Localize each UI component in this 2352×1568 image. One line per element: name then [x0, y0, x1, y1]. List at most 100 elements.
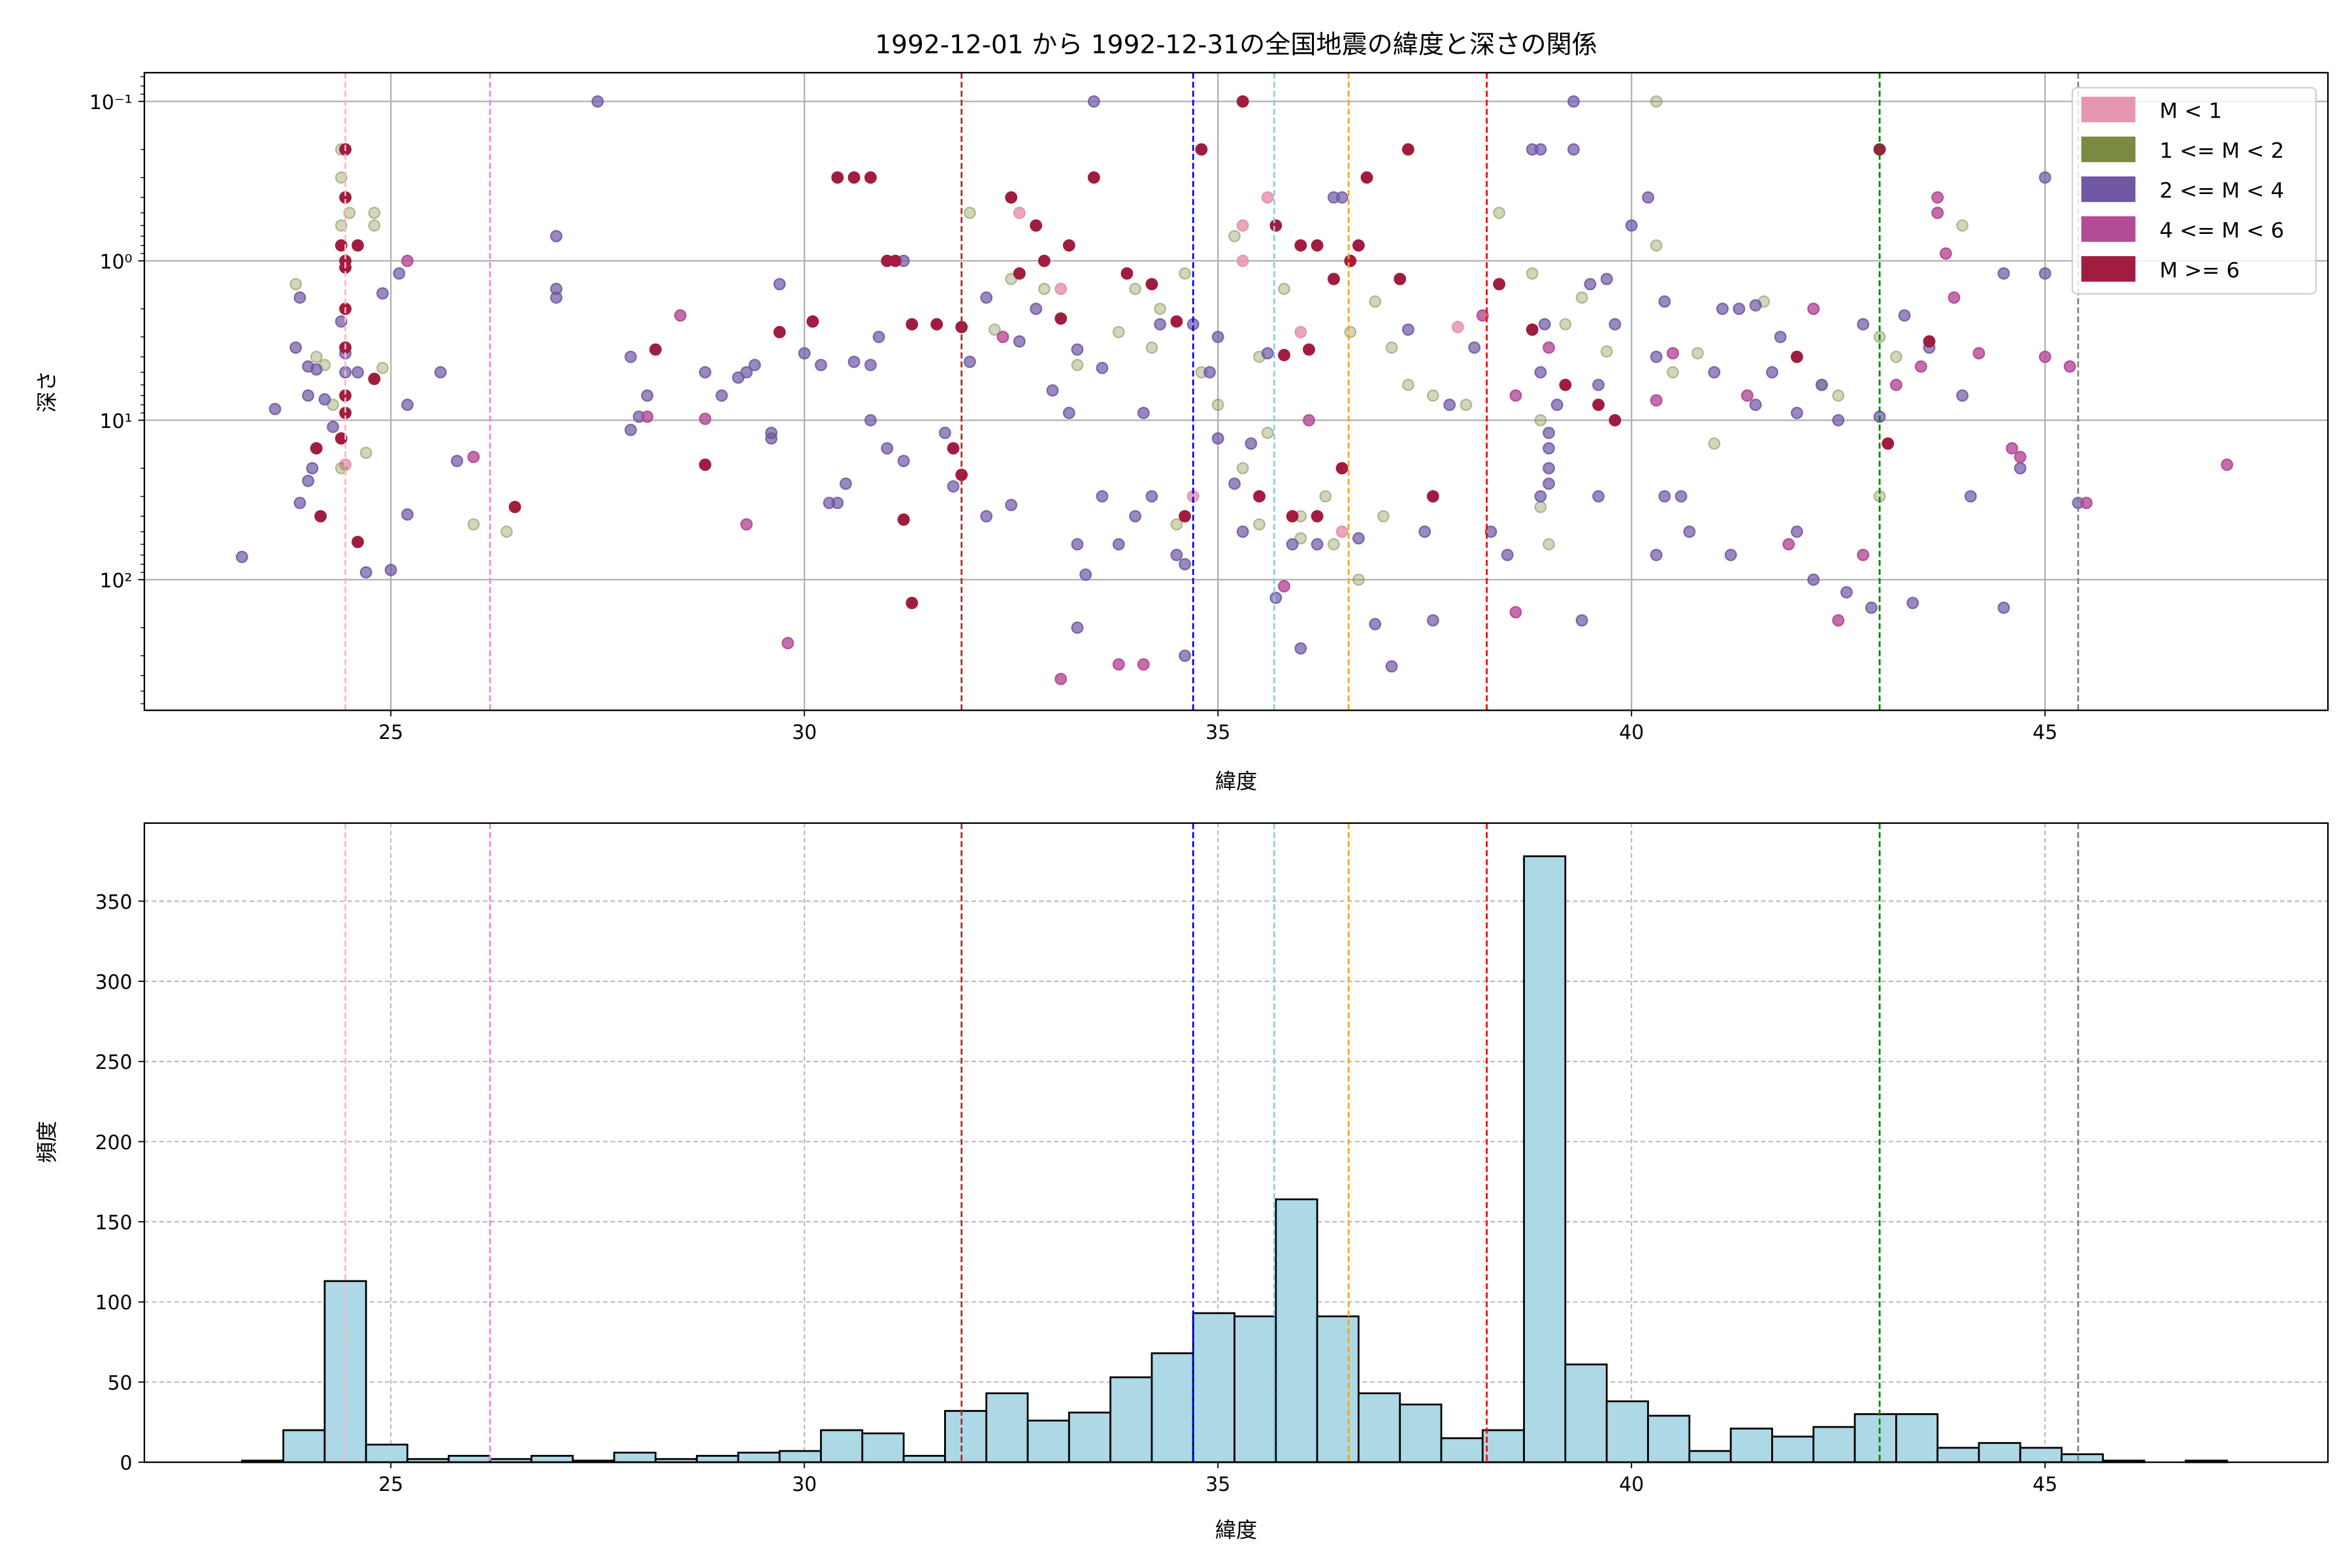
- scatter-point: [1426, 389, 1439, 402]
- legend-item: 2 <= M < 4: [2081, 176, 2284, 203]
- scatter-point: [1538, 318, 1551, 331]
- scatter-point: [1609, 318, 1622, 331]
- histogram-bar: [1440, 1437, 1484, 1463]
- scatter-point: [1931, 191, 1944, 204]
- scatter-point: [1294, 325, 1307, 338]
- histogram-bar: [1564, 1364, 1608, 1463]
- scatter-point: [1030, 302, 1043, 316]
- scatter-point: [641, 389, 654, 402]
- scatter-point: [1724, 549, 1737, 561]
- histogram-bar: [861, 1432, 905, 1463]
- scatter-point: [1360, 171, 1373, 184]
- scatter-point: [359, 446, 372, 459]
- scatter-point: [906, 318, 919, 331]
- scatter-point: [1543, 477, 1556, 490]
- scatter-point: [2006, 442, 2019, 455]
- scatter-point: [1129, 282, 1142, 295]
- scatter-point: [897, 455, 910, 467]
- scatter-point: [1575, 614, 1588, 627]
- histogram-bar: [1605, 1400, 1649, 1463]
- scatter-point: [1096, 490, 1109, 503]
- legend-swatch: [2081, 137, 2136, 163]
- scatter-point: [1054, 312, 1068, 325]
- scatter-point: [318, 393, 331, 406]
- scatter-point: [1650, 95, 1663, 108]
- histogram-bar: [1688, 1450, 1732, 1463]
- histogram-bar: [1233, 1315, 1277, 1463]
- scatter-point: [1509, 389, 1522, 402]
- scatter-point: [1939, 247, 1952, 260]
- scatter-point: [1352, 532, 1365, 545]
- histogram-bar: [820, 1429, 864, 1463]
- scatter-point: [1328, 272, 1340, 286]
- scatter-point: [1857, 318, 1870, 331]
- scatter-point: [1170, 315, 1183, 328]
- scatter-point: [847, 171, 860, 184]
- scatter-point: [1278, 349, 1290, 361]
- scatter-point: [1790, 406, 1803, 419]
- scatter-point: [1236, 254, 1249, 267]
- scatter-point: [1592, 378, 1605, 391]
- scatter-point: [1211, 399, 1224, 412]
- scatter-point: [897, 513, 910, 526]
- scatter-point: [1013, 335, 1026, 348]
- scatter-point: [1906, 596, 1919, 610]
- scatter-point: [1914, 360, 1927, 373]
- scatter-point: [889, 254, 902, 267]
- scatter-point: [864, 171, 877, 184]
- scatter-point: [1394, 272, 1407, 286]
- scatter-point: [1815, 378, 1828, 391]
- scatter-point: [1782, 538, 1795, 551]
- scatter-point: [1534, 414, 1547, 427]
- scatter-point: [1294, 642, 1307, 655]
- scatter-point: [1005, 272, 1018, 286]
- scatter-point: [1534, 143, 1547, 156]
- legend-label: 1 <= M < 2: [2159, 138, 2284, 163]
- scatter-point: [1062, 406, 1075, 419]
- scatter-point: [1807, 573, 1820, 586]
- scatter-point: [831, 497, 844, 510]
- scatter-point: [1236, 219, 1249, 232]
- scatter-point: [1493, 206, 1506, 220]
- histogram-bar: [1812, 1426, 1856, 1463]
- scatter-point: [1460, 399, 1473, 412]
- scatter-point: [1030, 219, 1043, 232]
- scatter-point: [1543, 341, 1556, 354]
- histogram-y-tick-label: 200: [95, 1132, 132, 1154]
- scatter-point: [1691, 347, 1704, 360]
- scatter-point: [1658, 490, 1671, 503]
- histogram-x-tick-label: 25: [378, 1473, 403, 1496]
- scatter-point: [376, 361, 389, 374]
- scatter-point: [1857, 549, 1870, 561]
- legend-label: M < 1: [2159, 98, 2222, 123]
- scatter-point: [269, 402, 282, 416]
- scatter-point: [847, 355, 860, 368]
- histogram-bar: [1481, 1429, 1526, 1463]
- scatter-point: [1972, 347, 1985, 360]
- histogram-bar: [1936, 1446, 1980, 1463]
- scatter-point: [773, 325, 786, 338]
- scatter-point: [451, 455, 463, 467]
- scatter-point: [1179, 510, 1192, 523]
- scatter-point: [996, 331, 1009, 344]
- scatter-point: [1137, 406, 1150, 419]
- scatter-point: [1253, 490, 1266, 503]
- scatter-point: [508, 500, 521, 514]
- histogram-bar: [696, 1454, 740, 1463]
- legend-label: 4 <= M < 6: [2159, 218, 2284, 242]
- scatter-point: [1046, 384, 1059, 397]
- scatter-x-tick-label: 40: [1619, 721, 1644, 744]
- scatter-point: [1278, 580, 1290, 593]
- scatter-point: [401, 399, 414, 412]
- legend-item: M >= 6: [2081, 256, 2240, 282]
- scatter-point: [1931, 206, 1944, 220]
- scatter-point: [1534, 500, 1547, 514]
- scatter-point: [1195, 143, 1208, 156]
- scatter-point: [1401, 378, 1414, 391]
- histogram-bar: [531, 1454, 574, 1463]
- scatter-point: [351, 239, 365, 252]
- histogram-bar: [1854, 1413, 1897, 1463]
- scatter-point: [335, 219, 348, 232]
